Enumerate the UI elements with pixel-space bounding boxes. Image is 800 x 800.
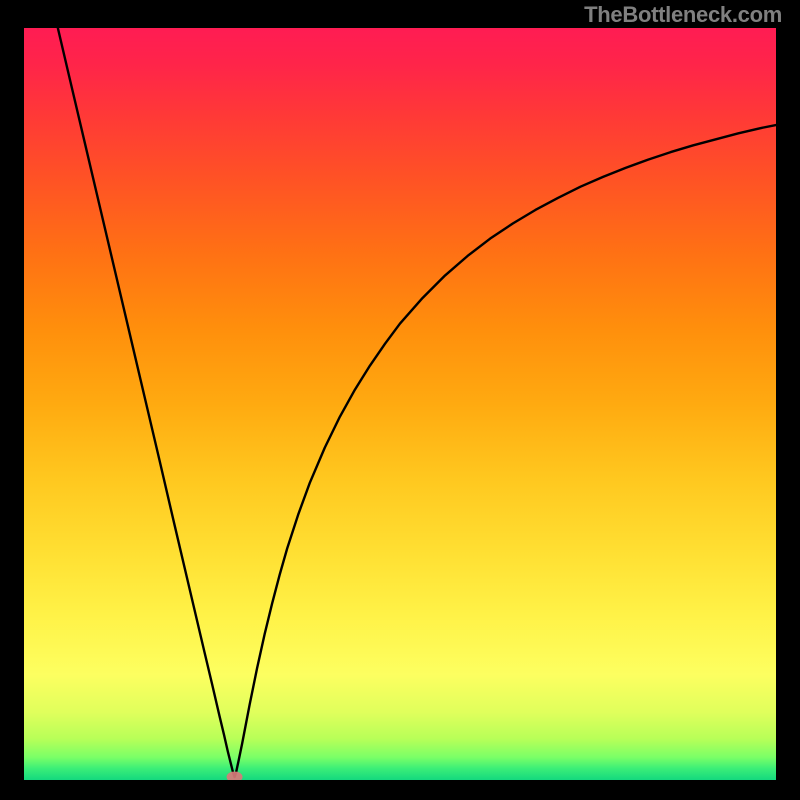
plot-area (24, 28, 776, 780)
chart-container: TheBottleneck.com (0, 0, 800, 800)
gradient-background (24, 28, 776, 780)
bottleneck-curve-chart (24, 28, 776, 780)
attribution-label: TheBottleneck.com (584, 2, 782, 28)
